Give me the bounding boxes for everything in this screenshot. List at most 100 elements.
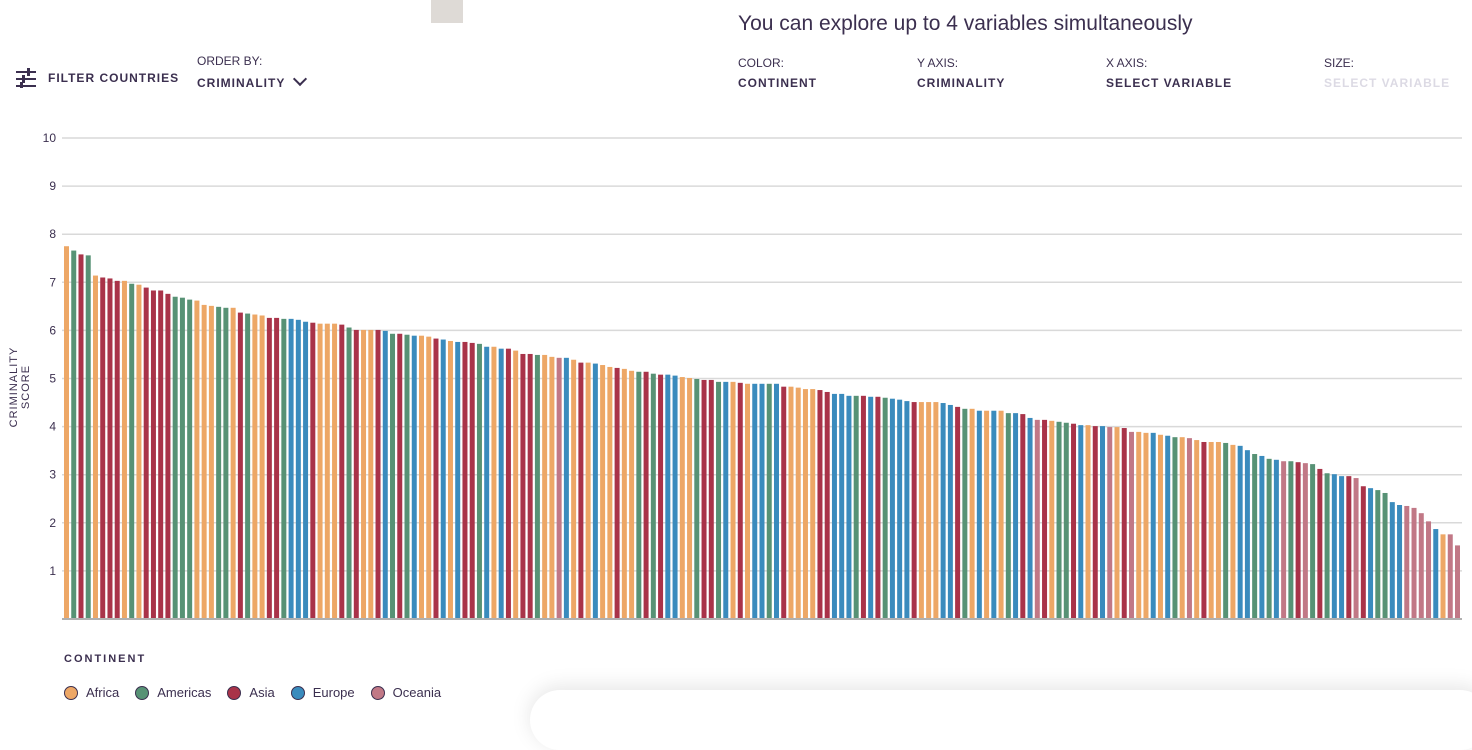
bar[interactable] bbox=[1397, 505, 1403, 619]
bar[interactable] bbox=[274, 317, 280, 619]
bar[interactable] bbox=[940, 403, 946, 619]
bar[interactable] bbox=[1194, 440, 1200, 619]
order-by-dropdown[interactable]: CRIMINALITY bbox=[197, 71, 308, 92]
bar[interactable] bbox=[687, 378, 693, 619]
bar[interactable] bbox=[918, 402, 924, 619]
y-axis-select[interactable]: CRIMINALITY bbox=[917, 76, 1006, 90]
bar[interactable] bbox=[158, 290, 164, 619]
bar[interactable] bbox=[397, 333, 403, 619]
bar[interactable] bbox=[491, 346, 497, 619]
bar[interactable] bbox=[556, 357, 562, 619]
bar[interactable] bbox=[621, 368, 627, 619]
bar[interactable] bbox=[310, 322, 316, 619]
bar[interactable] bbox=[549, 356, 555, 619]
bar[interactable] bbox=[418, 335, 424, 619]
bar[interactable] bbox=[78, 254, 84, 620]
bar[interactable] bbox=[1382, 492, 1388, 619]
bar[interactable] bbox=[781, 386, 787, 619]
bar[interactable] bbox=[962, 408, 968, 619]
bar[interactable] bbox=[737, 382, 743, 619]
bar[interactable] bbox=[1244, 450, 1250, 619]
legend-item-europe[interactable]: Europe bbox=[290, 685, 355, 700]
bar[interactable] bbox=[1353, 478, 1359, 619]
bar[interactable] bbox=[882, 397, 888, 619]
bar[interactable] bbox=[853, 395, 859, 619]
bar[interactable] bbox=[904, 401, 910, 619]
bar[interactable] bbox=[1426, 521, 1432, 619]
bar[interactable] bbox=[1143, 432, 1149, 619]
bar[interactable] bbox=[810, 389, 816, 619]
bar[interactable] bbox=[1092, 426, 1098, 619]
bar[interactable] bbox=[1063, 422, 1069, 619]
bar[interactable] bbox=[1121, 428, 1127, 619]
bar[interactable] bbox=[1368, 488, 1374, 619]
bar[interactable] bbox=[614, 367, 620, 619]
bar[interactable] bbox=[107, 278, 113, 619]
bar[interactable] bbox=[281, 318, 287, 619]
size-select[interactable]: SELECT VARIABLE bbox=[1324, 76, 1451, 90]
bar[interactable] bbox=[484, 346, 490, 619]
bar[interactable] bbox=[1310, 464, 1316, 619]
bar[interactable] bbox=[476, 343, 482, 619]
bar[interactable] bbox=[317, 323, 323, 619]
bar[interactable] bbox=[114, 280, 120, 619]
bar[interactable] bbox=[375, 329, 381, 619]
bar[interactable] bbox=[1056, 421, 1062, 619]
bar[interactable] bbox=[230, 307, 236, 619]
bar[interactable] bbox=[165, 293, 171, 619]
bar[interactable] bbox=[411, 335, 417, 619]
bar[interactable] bbox=[984, 410, 990, 619]
bar[interactable] bbox=[1208, 441, 1214, 619]
bar[interactable] bbox=[701, 379, 707, 619]
bar[interactable] bbox=[1360, 486, 1366, 619]
bar[interactable] bbox=[129, 283, 135, 619]
bar[interactable] bbox=[1165, 435, 1171, 619]
bar[interactable] bbox=[933, 402, 939, 619]
bar[interactable] bbox=[1128, 431, 1134, 619]
bar[interactable] bbox=[585, 362, 591, 619]
bar[interactable] bbox=[498, 348, 504, 619]
bar[interactable] bbox=[368, 329, 374, 619]
bar[interactable] bbox=[85, 255, 91, 619]
bar[interactable] bbox=[672, 375, 678, 619]
bar[interactable] bbox=[346, 327, 352, 619]
bar[interactable] bbox=[875, 396, 881, 619]
bar[interactable] bbox=[1186, 438, 1192, 619]
bar[interactable] bbox=[947, 404, 953, 619]
bar[interactable] bbox=[839, 393, 845, 619]
bar[interactable] bbox=[578, 362, 584, 619]
bar[interactable] bbox=[1013, 413, 1019, 619]
color-select[interactable]: CONTINENT bbox=[738, 76, 817, 90]
legend-item-americas[interactable]: Americas bbox=[135, 685, 211, 700]
bar[interactable] bbox=[752, 383, 758, 619]
bar[interactable] bbox=[766, 383, 772, 619]
bar[interactable] bbox=[121, 280, 127, 619]
bar[interactable] bbox=[513, 350, 519, 619]
bar[interactable] bbox=[143, 287, 149, 619]
bar[interactable] bbox=[1034, 419, 1040, 619]
bar[interactable] bbox=[136, 284, 142, 619]
bar[interactable] bbox=[1288, 461, 1294, 619]
bar[interactable] bbox=[64, 246, 69, 619]
bar[interactable] bbox=[1230, 444, 1236, 619]
bar[interactable] bbox=[860, 395, 866, 619]
bar[interactable] bbox=[1157, 434, 1163, 619]
bar[interactable] bbox=[382, 330, 388, 619]
bar[interactable] bbox=[1418, 513, 1424, 619]
x-axis-select[interactable]: SELECT VARIABLE bbox=[1106, 76, 1233, 90]
bar[interactable] bbox=[520, 353, 526, 619]
bar[interactable] bbox=[252, 314, 258, 619]
bar[interactable] bbox=[462, 341, 468, 619]
bar[interactable] bbox=[455, 341, 461, 619]
bar[interactable] bbox=[773, 383, 779, 619]
bar[interactable] bbox=[1027, 417, 1033, 619]
bar[interactable] bbox=[505, 348, 511, 619]
bar[interactable] bbox=[643, 371, 649, 619]
bar[interactable] bbox=[926, 402, 932, 619]
bar[interactable] bbox=[433, 338, 439, 619]
bar[interactable] bbox=[237, 312, 243, 619]
bar[interactable] bbox=[1223, 442, 1229, 619]
bar[interactable] bbox=[150, 290, 156, 619]
bar[interactable] bbox=[1042, 419, 1048, 619]
bar[interactable] bbox=[179, 297, 185, 619]
